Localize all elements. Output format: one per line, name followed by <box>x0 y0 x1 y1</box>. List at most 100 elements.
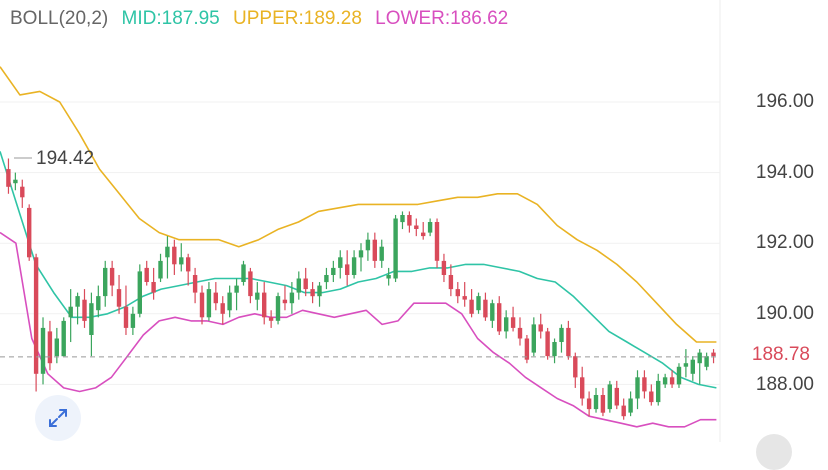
candle-body <box>711 352 716 357</box>
y-tick-188: 188.00 <box>755 374 814 395</box>
candle-body <box>462 296 467 300</box>
candle-body <box>365 239 371 251</box>
candle-body <box>476 296 481 311</box>
bollinger-chart[interactable] <box>0 0 828 442</box>
candle-body <box>642 377 647 392</box>
candle-body <box>345 264 350 275</box>
candle-body <box>54 338 59 357</box>
lower-band-line <box>0 231 717 428</box>
candle-body <box>400 215 405 223</box>
candle-body <box>600 395 606 413</box>
expand-button[interactable] <box>35 395 81 441</box>
candle-body <box>531 324 536 353</box>
candle-body <box>234 285 239 293</box>
candle-body <box>545 331 550 357</box>
y-tick-190: 190.00 <box>755 303 814 324</box>
candle-body <box>186 257 191 272</box>
candle-body <box>213 292 218 304</box>
candle-body <box>690 359 695 374</box>
candle-body <box>407 215 412 226</box>
candle-body <box>510 317 516 328</box>
candle-body <box>47 331 53 364</box>
candle-body <box>414 225 419 229</box>
candle-body <box>421 232 426 237</box>
candle-body <box>116 289 122 307</box>
candle-body <box>220 303 225 314</box>
candle-body <box>669 377 675 385</box>
candle-body <box>282 299 288 304</box>
candle-body <box>331 267 336 275</box>
candle-body <box>165 246 170 258</box>
candle-body <box>61 320 66 357</box>
candle-body <box>20 186 25 198</box>
candle-body <box>40 327 46 374</box>
candle-body <box>566 327 571 357</box>
candle-body <box>82 299 87 321</box>
expand-arrows-icon <box>49 409 67 427</box>
candle-body <box>241 264 246 282</box>
candle-body <box>317 285 322 297</box>
candle-body <box>248 271 253 297</box>
candle-body <box>172 246 177 265</box>
candle-body <box>656 380 661 403</box>
candle-body <box>358 250 364 258</box>
candle-body <box>697 352 702 364</box>
candle-body <box>434 222 440 261</box>
candle-body <box>27 207 32 258</box>
candle-body <box>199 292 205 318</box>
mid-band-line <box>0 151 717 389</box>
candle-body <box>586 398 592 410</box>
candle-body <box>552 342 557 357</box>
candle-body <box>483 299 488 318</box>
candle-body <box>441 260 447 275</box>
candle-body <box>607 384 612 410</box>
candle-body <box>296 278 301 293</box>
candle-body <box>621 405 626 417</box>
candle-body <box>289 292 295 304</box>
candle-body <box>593 395 599 410</box>
y-tick-196: 196.00 <box>755 91 814 112</box>
candle-body <box>227 292 232 311</box>
candle-body <box>628 398 633 413</box>
candle-body <box>268 317 274 321</box>
candle-body <box>455 289 460 297</box>
candle-body <box>704 356 709 367</box>
candle-body <box>580 377 585 399</box>
candle-body <box>109 267 115 286</box>
candle-body <box>151 282 156 293</box>
candle-body <box>614 387 619 406</box>
y-tick-192: 192.00 <box>755 232 814 253</box>
candle-body <box>103 267 108 297</box>
candle-body <box>635 377 640 399</box>
candle-body <box>96 296 101 311</box>
upper-value: UPPER:189.28 <box>233 8 362 29</box>
candle-body <box>448 275 454 290</box>
candle-body <box>379 246 384 261</box>
candle-body <box>137 271 142 314</box>
candle-body <box>6 169 11 187</box>
candle-body <box>192 275 198 293</box>
candle-body <box>310 289 315 297</box>
lower-value: LOWER:186.62 <box>375 8 509 29</box>
candle-body <box>393 218 398 279</box>
candle-body <box>255 292 260 300</box>
candle-body <box>89 303 94 335</box>
candle-body <box>683 363 689 367</box>
candle-body <box>517 327 523 339</box>
candle-body <box>372 239 377 261</box>
candle-body <box>497 303 502 332</box>
candle-body <box>130 313 136 328</box>
candle-body <box>504 317 509 332</box>
candle-body <box>386 275 391 279</box>
indicator-legend: BOLL(20,2) MID:187.95 UPPER:189.28 LOWER… <box>10 8 516 30</box>
candle-body <box>649 391 654 403</box>
candle-body <box>469 299 474 314</box>
candle-body <box>324 275 329 283</box>
candle-body <box>490 303 495 321</box>
indicator-name: BOLL(20,2) <box>10 8 109 29</box>
candle-body <box>158 260 163 279</box>
candle-body <box>75 296 80 307</box>
candle-body <box>123 306 129 328</box>
candle-body <box>275 296 281 321</box>
overflow-button[interactable] <box>756 434 792 470</box>
